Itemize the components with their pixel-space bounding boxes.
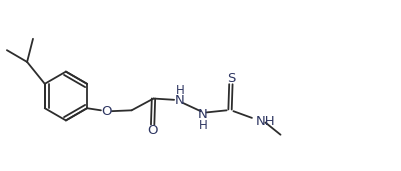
Text: H: H (176, 84, 184, 97)
Text: N: N (198, 108, 208, 121)
Text: S: S (227, 72, 235, 85)
Text: H: H (199, 119, 208, 131)
Text: N: N (175, 94, 184, 107)
Text: NH: NH (256, 115, 276, 128)
Text: O: O (148, 124, 158, 137)
Text: O: O (101, 105, 111, 118)
